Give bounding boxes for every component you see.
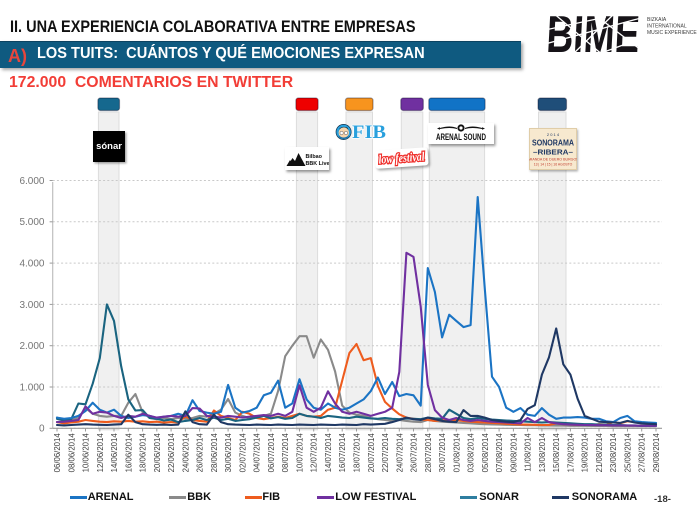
svg-text:10/07/2014: 10/07/2014 [296,433,305,473]
svg-text:ARENAL SOUND: ARENAL SOUND [436,132,486,142]
svg-text:13/08/2014: 13/08/2014 [538,433,547,473]
svg-text:19/08/2014: 19/08/2014 [581,433,590,473]
svg-text:1.000: 1.000 [19,382,44,393]
svg-text:24/06/2014: 24/06/2014 [181,433,190,473]
svg-text:22/06/2014: 22/06/2014 [167,433,176,473]
svg-text:08/06/2014: 08/06/2014 [67,433,76,473]
svg-text:SONORAMA: SONORAMA [532,138,574,147]
svg-text:26/06/2014: 26/06/2014 [196,433,205,473]
svg-text:18/06/2014: 18/06/2014 [139,433,148,473]
svg-text:BIZKAIA: BIZKAIA [647,17,667,23]
svg-text:15/08/2014: 15/08/2014 [552,433,561,473]
svg-text:2.000: 2.000 [19,341,44,352]
svg-text:28/07/2014: 28/07/2014 [424,433,433,473]
svg-text:25/08/2014: 25/08/2014 [624,433,633,473]
svg-text:02/07/2014: 02/07/2014 [238,433,247,473]
svg-text:10/06/2014: 10/06/2014 [82,433,91,473]
svg-text:FIB: FIB [352,122,386,143]
svg-text:24/07/2014: 24/07/2014 [395,433,404,473]
svg-text:12/06/2014: 12/06/2014 [96,433,105,473]
svg-text:26/07/2014: 26/07/2014 [410,433,419,473]
svg-text:16/07/2014: 16/07/2014 [338,433,347,473]
svg-text:3.000: 3.000 [19,300,44,311]
svg-text:06/06/2014: 06/06/2014 [53,433,62,473]
svg-text:08/07/2014: 08/07/2014 [281,433,290,473]
svg-text:6.000: 6.000 [19,176,44,187]
svg-text:ARANDA DE DUERO BURGOS: ARANDA DE DUERO BURGOS [529,157,577,161]
svg-text:0: 0 [39,424,45,435]
svg-text:18/07/2014: 18/07/2014 [353,433,362,473]
svg-text:29/08/2014: 29/08/2014 [652,433,661,473]
svg-text:14/06/2014: 14/06/2014 [110,433,119,473]
svg-text:22/07/2014: 22/07/2014 [381,433,390,473]
svg-text:07/08/2014: 07/08/2014 [495,433,504,473]
svg-text:11/08/2014: 11/08/2014 [524,433,533,472]
svg-text:16/06/2014: 16/06/2014 [124,433,133,473]
svg-text:13 | 14 | 15 | 16 AGOSTO: 13 | 14 | 15 | 16 AGOSTO [534,162,573,166]
svg-text:06/07/2014: 06/07/2014 [267,433,276,473]
svg-text:30/07/2014: 30/07/2014 [438,433,447,473]
svg-text:01/08/2014: 01/08/2014 [452,433,461,473]
svg-text:03/08/2014: 03/08/2014 [467,433,476,473]
svg-text:30/06/2014: 30/06/2014 [224,433,233,473]
svg-text:14/07/2014: 14/07/2014 [324,433,333,473]
svg-text:17/08/2014: 17/08/2014 [566,433,575,473]
svg-text:12/07/2014: 12/07/2014 [310,433,319,473]
svg-text:BBK Live: BBK Live [306,161,330,167]
svg-text:20/06/2014: 20/06/2014 [153,433,162,473]
svg-text:–RIBERA–: –RIBERA– [533,147,573,156]
svg-text:2 0 1 4: 2 0 1 4 [547,132,560,137]
svg-text:low festival: low festival [378,149,425,166]
svg-text:27/08/2014: 27/08/2014 [638,433,647,473]
svg-text:09/08/2014: 09/08/2014 [509,433,518,473]
svg-text:Bilbao: Bilbao [306,154,323,160]
svg-text:28/06/2014: 28/06/2014 [210,433,219,473]
svg-text:MUSIC EXPERIENCE: MUSIC EXPERIENCE [647,30,697,36]
svg-text:04/07/2014: 04/07/2014 [253,433,262,473]
svg-text:23/08/2014: 23/08/2014 [609,433,618,473]
svg-text:21/08/2014: 21/08/2014 [595,433,604,473]
svg-text:4.000: 4.000 [19,259,44,270]
svg-text:05/08/2014: 05/08/2014 [481,433,490,473]
svg-text:20/07/2014: 20/07/2014 [367,433,376,473]
svg-text:INTERNATIONAL: INTERNATIONAL [647,24,687,30]
svg-text:5.000: 5.000 [19,217,44,228]
